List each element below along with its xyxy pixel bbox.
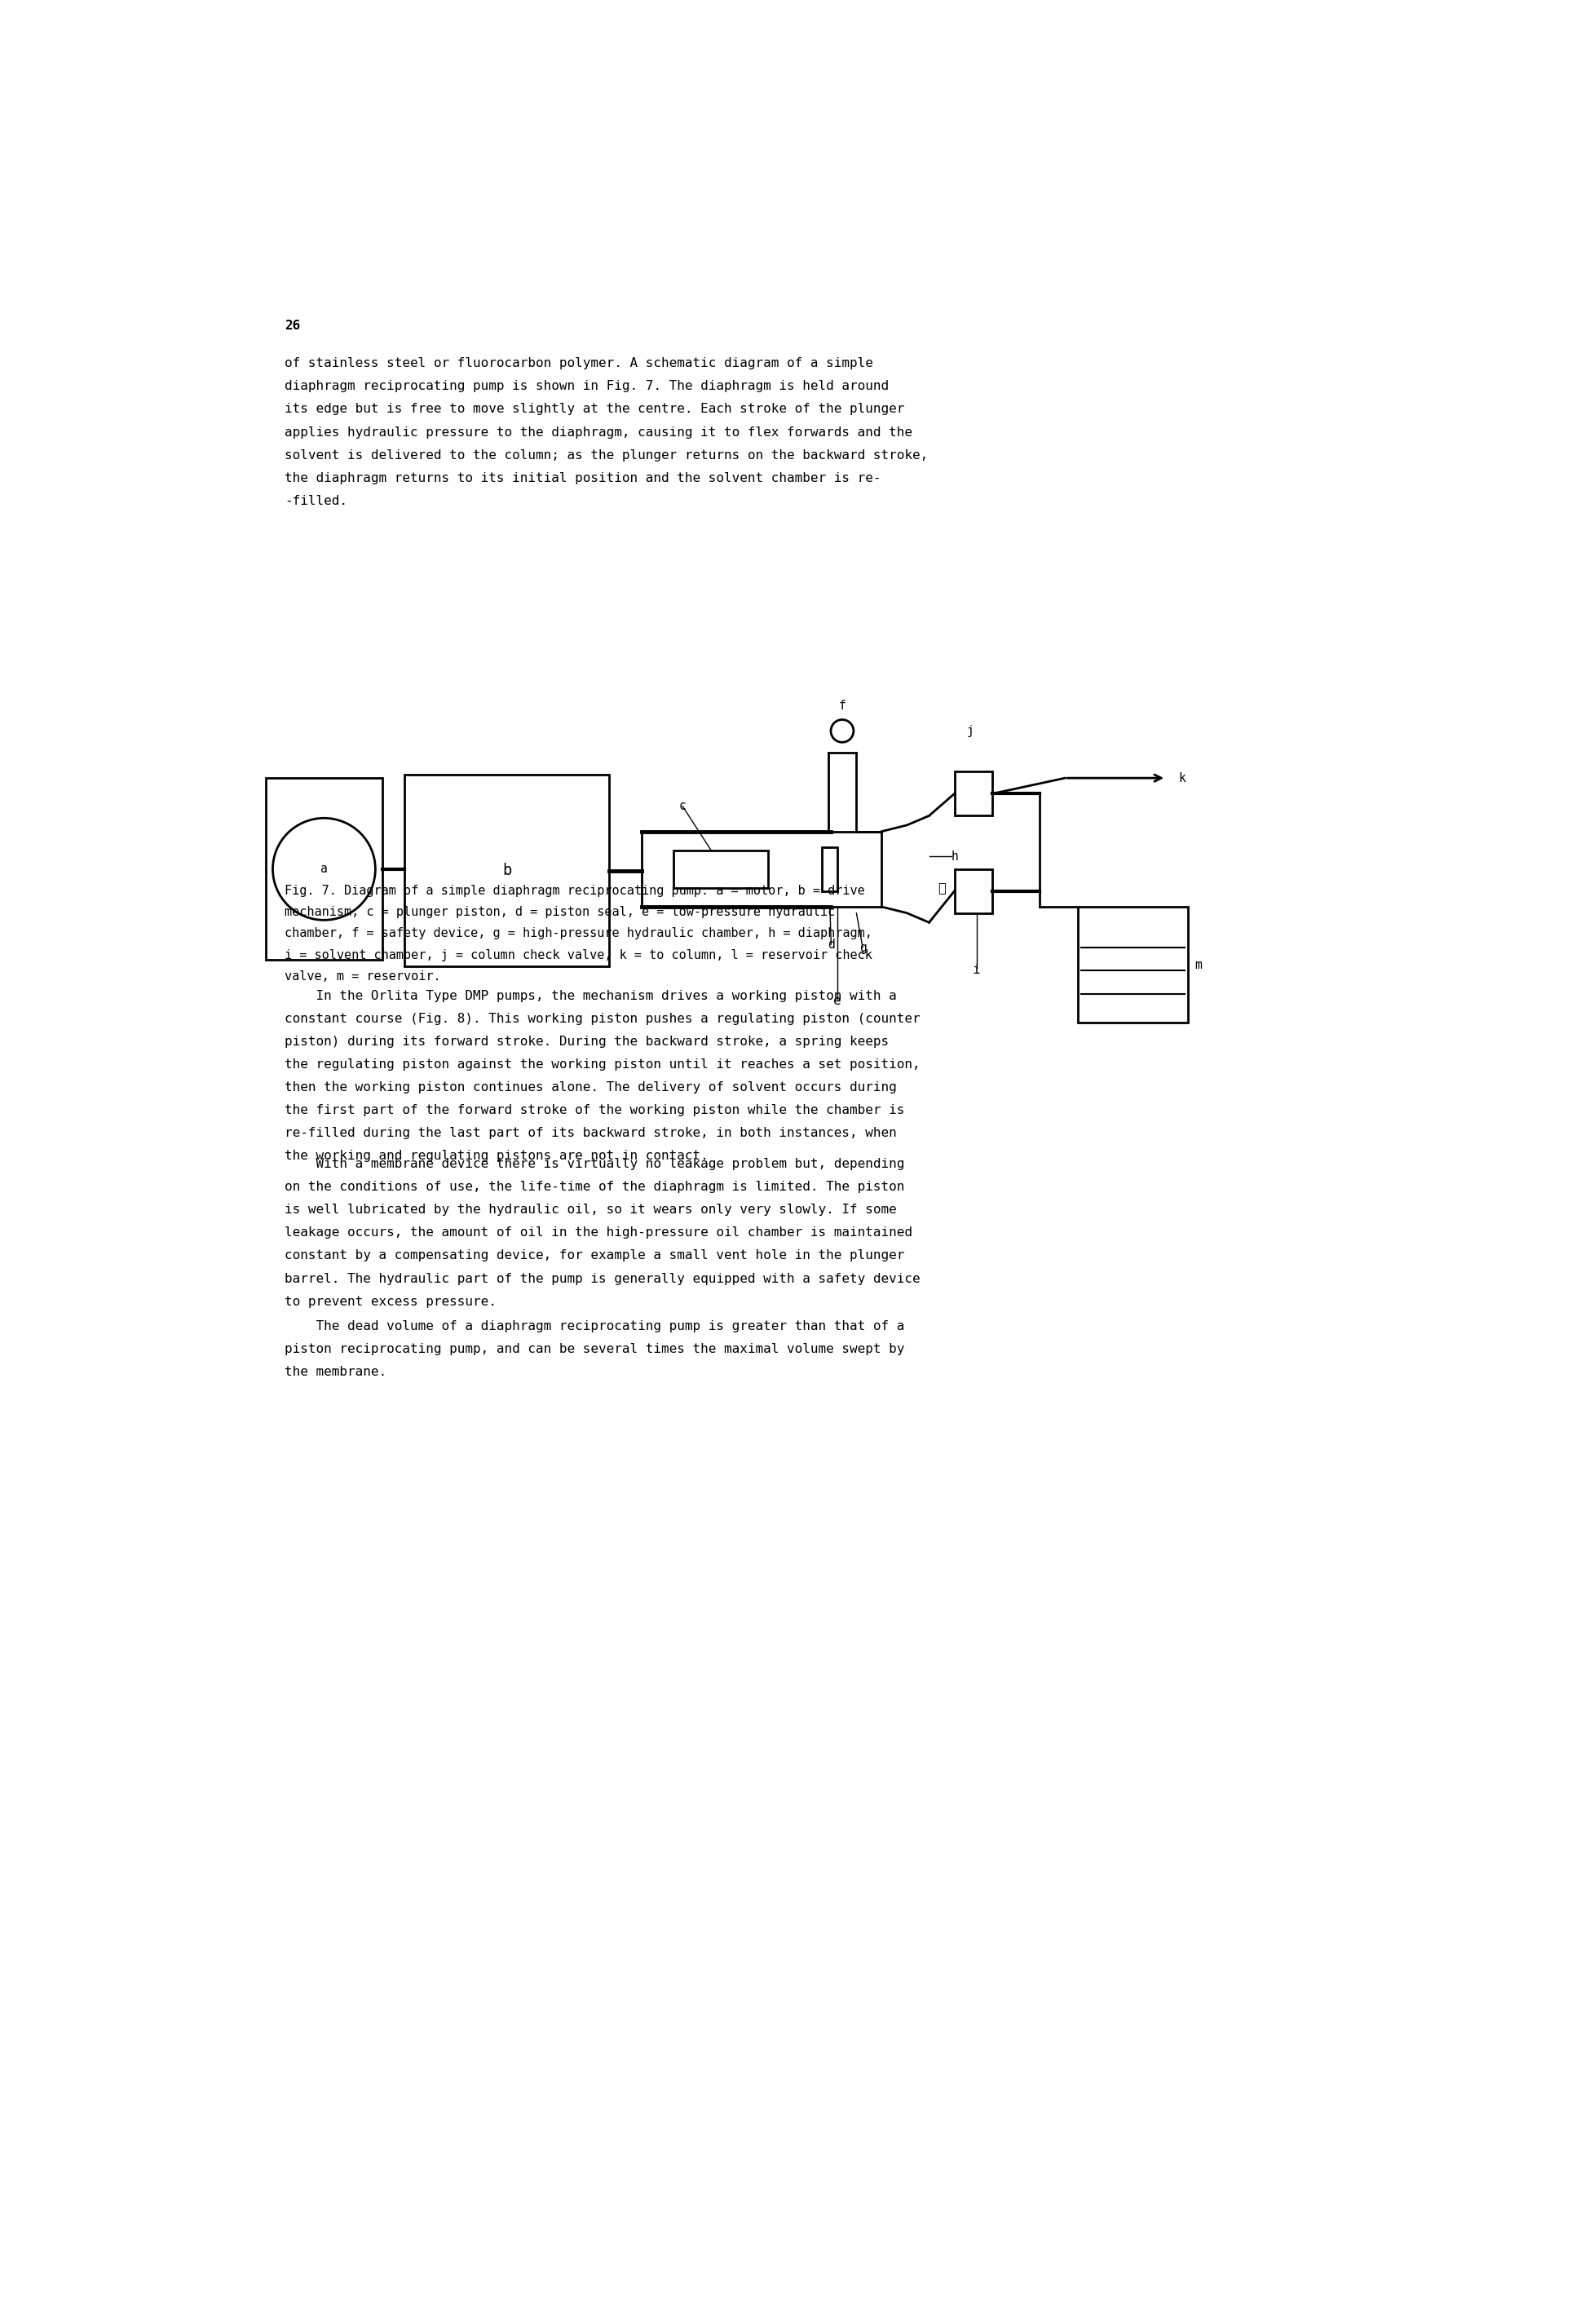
Bar	[266, 779, 383, 960]
Text: is well lubricated by the hydraulic oil, so it wears only very slowly. If some: is well lubricated by the hydraulic oil,…	[285, 1204, 897, 1215]
Bar	[673, 851, 768, 888]
Text: of stainless steel or fluorocarbon polymer. A schematic diagram of a simple: of stainless steel or fluorocarbon polym…	[285, 358, 874, 370]
Text: g: g	[859, 941, 866, 953]
Text: valve, m = reservoir.: valve, m = reservoir.	[285, 969, 442, 983]
Text: the membrane.: the membrane.	[285, 1367, 387, 1378]
Text: Fig. 7. Diagram of a simple diaphragm reciprocating pump. a = motor, b = drive: Fig. 7. Diagram of a simple diaphragm re…	[285, 885, 866, 897]
Text: the working and regulating pistons are not in contact.: the working and regulating pistons are n…	[285, 1150, 708, 1162]
Text: barrel. The hydraulic part of the pump is generally equipped with a safety devic: barrel. The hydraulic part of the pump i…	[285, 1274, 920, 1285]
Text: applies hydraulic pressure to the diaphragm, causing it to flex forwards and the: applies hydraulic pressure to the diaphr…	[285, 425, 912, 439]
Text: constant by a compensating device, for example a small vent hole in the plunger: constant by a compensating device, for e…	[285, 1250, 904, 1262]
Bar	[821, 848, 837, 890]
Text: piston) during its forward stroke. During the backward stroke, a spring keeps: piston) during its forward stroke. Durin…	[285, 1037, 889, 1048]
Text: 26: 26	[285, 321, 300, 332]
Text: chamber, f = safety device, g = high-pressure hydraulic chamber, h = diaphragm,: chamber, f = safety device, g = high-pre…	[285, 927, 872, 939]
Text: a: a	[320, 862, 328, 876]
Text: constant course (Fig. 8). This working piston pushes a regulating piston (counte: constant course (Fig. 8). This working p…	[285, 1013, 920, 1025]
Text: j: j	[966, 725, 974, 737]
Text: -filled.: -filled.	[285, 495, 347, 507]
Bar	[955, 772, 993, 816]
Bar	[405, 774, 609, 967]
Text: the first part of the forward stroke of the working piston while the chamber is: the first part of the forward stroke of …	[285, 1104, 904, 1116]
Text: d: d	[827, 939, 835, 951]
Text: In the Orlita Type DMP pumps, the mechanism drives a working piston with a: In the Orlita Type DMP pumps, the mechan…	[285, 990, 897, 1002]
Text: k: k	[1178, 772, 1186, 783]
Text: the regulating piston against the working piston until it reaches a set position: the regulating piston against the workin…	[285, 1057, 920, 1071]
Text: f: f	[838, 700, 846, 711]
Text: then the working piston continues alone. The delivery of solvent occurs during: then the working piston continues alone.…	[285, 1081, 897, 1095]
Text: b: b	[502, 862, 512, 878]
Bar	[1078, 906, 1188, 1023]
Text: leakage occurs, the amount of oil in the high-pressure oil chamber is maintained: leakage occurs, the amount of oil in the…	[285, 1227, 912, 1239]
Text: The dead volume of a diaphragm reciprocating pump is greater than that of a: The dead volume of a diaphragm reciproca…	[285, 1320, 904, 1332]
Text: re-filled during the last part of its backward stroke, in both instances, when: re-filled during the last part of its ba…	[285, 1127, 897, 1139]
Bar	[955, 869, 993, 913]
Text: piston reciprocating pump, and can be several times the maximal volume swept by: piston reciprocating pump, and can be se…	[285, 1343, 904, 1355]
Text: m: m	[1194, 960, 1202, 971]
Text: h: h	[952, 851, 958, 862]
Text: solvent is delivered to the column; as the plunger returns on the backward strok: solvent is delivered to the column; as t…	[285, 449, 928, 460]
Text: mechanism, c = plunger piston, d = piston seal, e = low-pressure hydraulic: mechanism, c = plunger piston, d = pisto…	[285, 906, 835, 918]
Text: i = solvent chamber, j = column check valve, k = to column, l = reservoir check: i = solvent chamber, j = column check va…	[285, 948, 872, 962]
Text: the diaphragm returns to its initial position and the solvent chamber is re-: the diaphragm returns to its initial pos…	[285, 472, 881, 483]
Text: on the conditions of use, the life-time of the diaphragm is limited. The piston: on the conditions of use, the life-time …	[285, 1181, 904, 1192]
Text: diaphragm reciprocating pump is shown in Fig. 7. The diaphragm is held around: diaphragm reciprocating pump is shown in…	[285, 381, 889, 393]
Text: its edge but is free to move slightly at the centre. Each stroke of the plunger: its edge but is free to move slightly at…	[285, 402, 904, 416]
Text: e: e	[834, 995, 842, 1006]
Text: With a membrane device there is virtually no leakage problem but, depending: With a membrane device there is virtuall…	[285, 1157, 904, 1171]
Text: ℓ: ℓ	[937, 881, 945, 895]
Text: c: c	[679, 799, 685, 813]
Text: i: i	[972, 964, 980, 976]
Text: to prevent excess pressure.: to prevent excess pressure.	[285, 1294, 496, 1308]
